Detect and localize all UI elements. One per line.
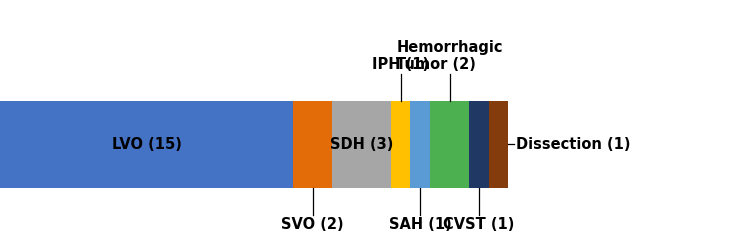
Text: Hemorrhagic
Tumor (2): Hemorrhagic Tumor (2) bbox=[396, 40, 503, 72]
Text: LVO (15): LVO (15) bbox=[112, 137, 181, 152]
Text: IPH (1): IPH (1) bbox=[372, 57, 429, 72]
Text: Dissection (1): Dissection (1) bbox=[516, 137, 631, 152]
Text: CVST (1): CVST (1) bbox=[443, 216, 515, 231]
Bar bbox=[391, 101, 411, 188]
Text: SVO (2): SVO (2) bbox=[281, 216, 344, 231]
Text: SAH (1): SAH (1) bbox=[389, 216, 451, 231]
Bar bbox=[469, 101, 488, 188]
Bar bbox=[332, 101, 391, 188]
Bar bbox=[488, 101, 508, 188]
Text: SDH (3): SDH (3) bbox=[330, 137, 393, 152]
Bar bbox=[411, 101, 430, 188]
Bar bbox=[293, 101, 332, 188]
Bar bbox=[430, 101, 469, 188]
Bar bbox=[0, 101, 293, 188]
